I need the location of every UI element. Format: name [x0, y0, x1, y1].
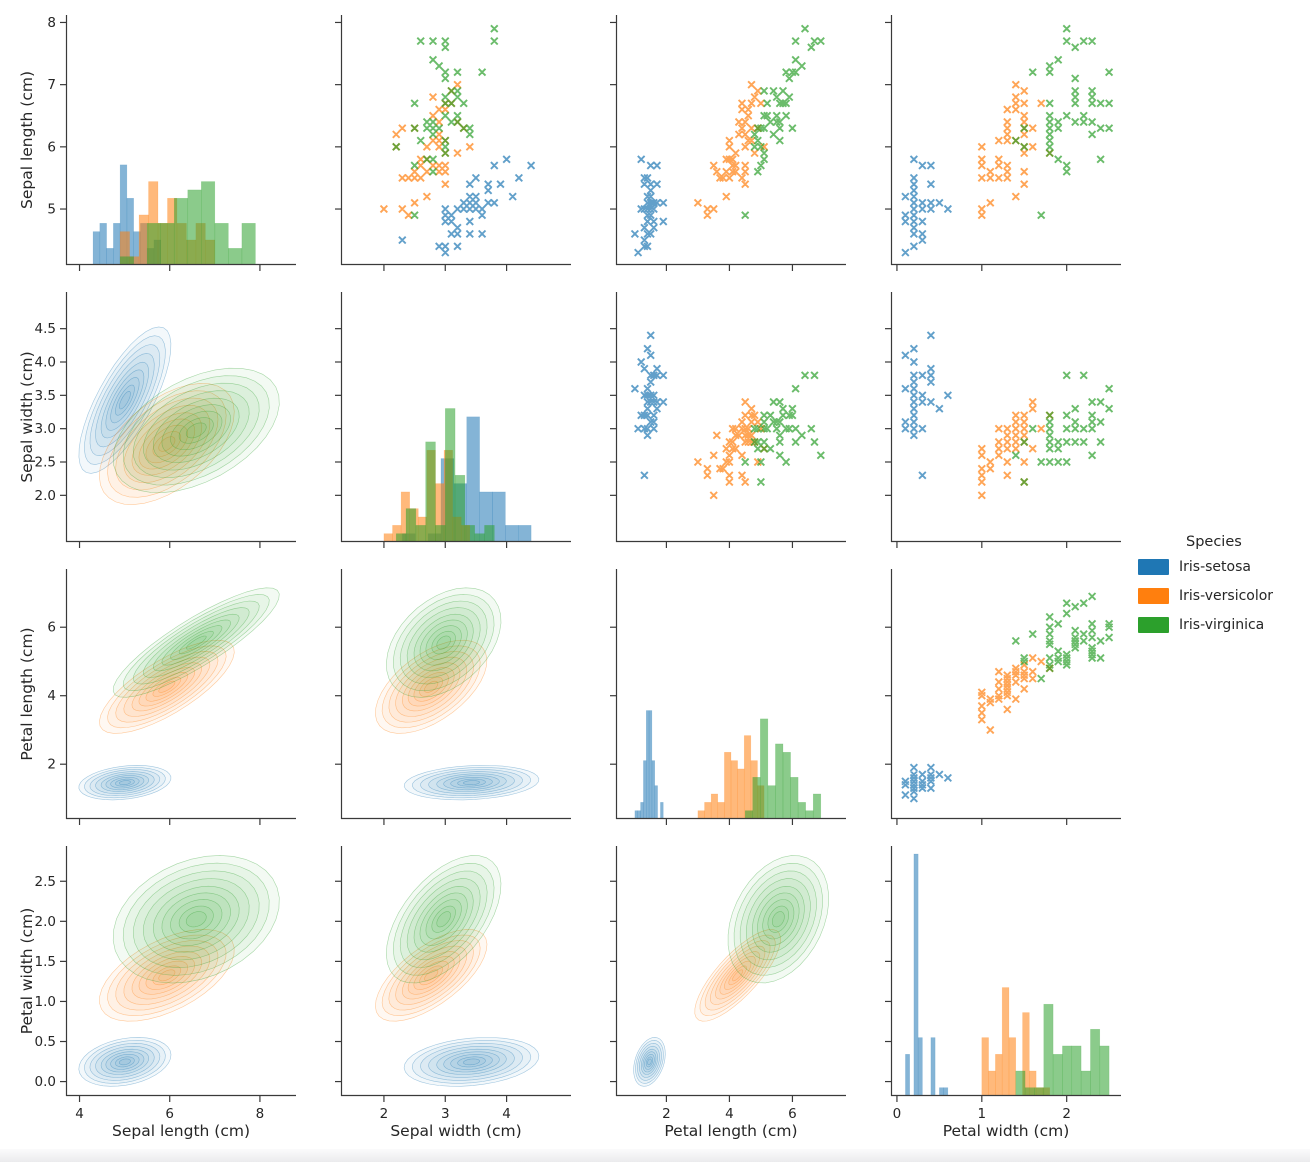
subplot-r1c1-hist-sepal-width	[335, 292, 571, 548]
legend-item-virginica: Iris-virginica	[1138, 616, 1273, 634]
legend-swatch-setosa	[1138, 559, 1169, 575]
y-axis-label-petal-width: Petal width (cm)	[18, 907, 36, 1035]
legend-label-virginica: Iris-virginica	[1179, 617, 1265, 633]
svg-text:1: 1	[978, 1106, 987, 1122]
svg-text:5: 5	[47, 202, 56, 218]
legend-swatch-versicolor	[1138, 588, 1169, 604]
subplot-r3c1-kde: 2 3 4	[335, 846, 571, 1122]
svg-text:2: 2	[380, 1106, 389, 1122]
svg-text:4.5: 4.5	[35, 321, 56, 337]
legend-item-setosa: Iris-setosa	[1138, 558, 1273, 576]
legend-swatch-virginica	[1138, 617, 1169, 633]
legend-label-setosa: Iris-setosa	[1179, 559, 1251, 575]
x-axis-label-petal-width: Petal width (cm)	[942, 1122, 1070, 1140]
svg-text:8: 8	[47, 15, 56, 31]
y-axis-label-sepal-width: Sepal width (cm)	[18, 351, 36, 483]
svg-text:0.0: 0.0	[35, 1074, 56, 1090]
svg-text:2.5: 2.5	[35, 874, 56, 890]
svg-text:4: 4	[725, 1106, 734, 1122]
svg-text:1.0: 1.0	[35, 994, 56, 1010]
svg-text:3: 3	[441, 1106, 450, 1122]
svg-text:4: 4	[47, 688, 56, 704]
subplot-r0c2-scatter	[610, 15, 846, 271]
y-axis-label-sepal-length: Sepal length (cm)	[18, 71, 36, 209]
svg-text:7: 7	[47, 77, 56, 93]
svg-text:4: 4	[502, 1106, 511, 1122]
svg-text:4.0: 4.0	[35, 355, 56, 371]
subplot-r0c3-scatter	[885, 15, 1121, 271]
svg-text:3.0: 3.0	[35, 421, 56, 437]
subplot-r3c3-hist-petal-width: 0 1 2	[885, 846, 1121, 1122]
svg-text:2: 2	[1062, 1106, 1071, 1122]
legend-title: Species	[1186, 534, 1242, 550]
subplot-r1c3-scatter	[885, 292, 1121, 548]
legend-label-versicolor: Iris-versicolor	[1179, 588, 1274, 604]
svg-text:0.5: 0.5	[35, 1034, 56, 1050]
legend: Species Iris-setosa Iris-versicolor Iris…	[1138, 534, 1273, 645]
svg-text:2.0: 2.0	[35, 488, 56, 504]
page-bottom-strip	[0, 1149, 1310, 1162]
svg-text:3.5: 3.5	[35, 388, 56, 404]
svg-text:6: 6	[47, 620, 56, 636]
svg-text:8: 8	[256, 1106, 265, 1122]
subplot-r2c0-kde: 2 4 6	[47, 569, 296, 825]
svg-text:6: 6	[47, 139, 56, 155]
subplot-r0c1-scatter	[335, 15, 571, 271]
subplot-r1c0-kde: 2.0 2.5 3.0 3.5 4.0 4.5	[35, 292, 296, 548]
legend-item-versicolor: Iris-versicolor	[1138, 587, 1273, 605]
svg-text:2: 2	[662, 1106, 671, 1122]
svg-text:2.5: 2.5	[35, 455, 56, 471]
subplot-r2c1-kde	[335, 569, 571, 825]
subplot-r1c2-scatter	[610, 292, 846, 548]
x-axis-label-petal-length: Petal length (cm)	[664, 1122, 798, 1140]
subplot-r2c2-hist-petal-length	[610, 569, 846, 825]
subplot-r3c2-kde: 2 4 6	[610, 846, 846, 1122]
svg-text:0: 0	[893, 1106, 902, 1122]
x-axis-label-sepal-length: Sepal length (cm)	[112, 1122, 250, 1140]
pairplot-grid: 5 6 7 8 2.0 2.5 3.0 3.5 4.0 4.5 2 4 6 4 6 8 0.0 0.5 1.0…	[35, 15, 1121, 1122]
svg-text:1.5: 1.5	[35, 954, 56, 970]
svg-text:2: 2	[47, 757, 56, 773]
subplot-r2c3-scatter	[885, 569, 1121, 825]
y-axis-label-petal-length: Petal length (cm)	[18, 627, 36, 761]
svg-text:2.0: 2.0	[35, 914, 56, 930]
subplot-r3c0-kde: 4 6 8 0.0 0.5 1.0 1.5 2.0 2.5	[35, 846, 296, 1122]
subplot-r0c0-hist-sepal-length: 5 6 7 8	[47, 15, 296, 271]
x-axis-label-sepal-width: Sepal width (cm)	[390, 1122, 522, 1140]
svg-text:6: 6	[788, 1106, 797, 1122]
svg-text:4: 4	[75, 1106, 84, 1122]
svg-text:6: 6	[165, 1106, 174, 1122]
